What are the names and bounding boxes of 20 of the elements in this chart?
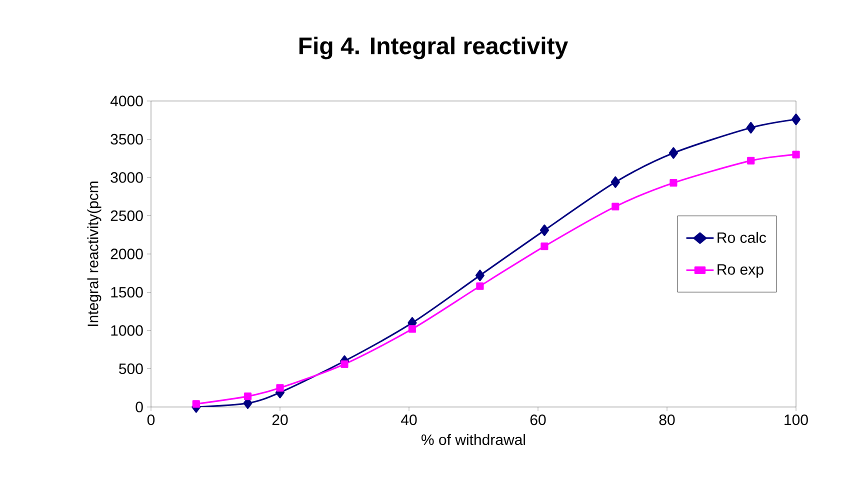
x-tick-label: 0 [147, 414, 155, 426]
y-tick-label: 4000 [110, 96, 143, 106]
x-tick-label: 60 [530, 414, 546, 426]
x-tick-label: 40 [401, 414, 417, 426]
y-tick-label: 3000 [110, 172, 143, 183]
legend-label: Ro exp [718, 264, 764, 278]
x-tick-label: 100 [784, 414, 808, 426]
y-tick-label: 3500 [110, 134, 143, 145]
x-axis-title: % of withdrawal [422, 434, 525, 446]
y-axis-title: Integral reactivity(pcm [87, 182, 102, 326]
y-tick-label: 1000 [111, 325, 143, 336]
chart-title: Fig 4. Integral reactivity [299, 36, 568, 60]
legend-label: Ro calc [718, 232, 766, 243]
x-tick-label: 80 [659, 414, 675, 426]
y-tick-label: 2500 [110, 210, 143, 222]
y-tick-label: 1500 [111, 286, 143, 298]
x-tick-label: 20 [272, 414, 288, 426]
y-tick-label: 0 [136, 402, 143, 412]
y-tick-label: 500 [119, 363, 143, 374]
y-tick-label: 2000 [110, 248, 143, 260]
